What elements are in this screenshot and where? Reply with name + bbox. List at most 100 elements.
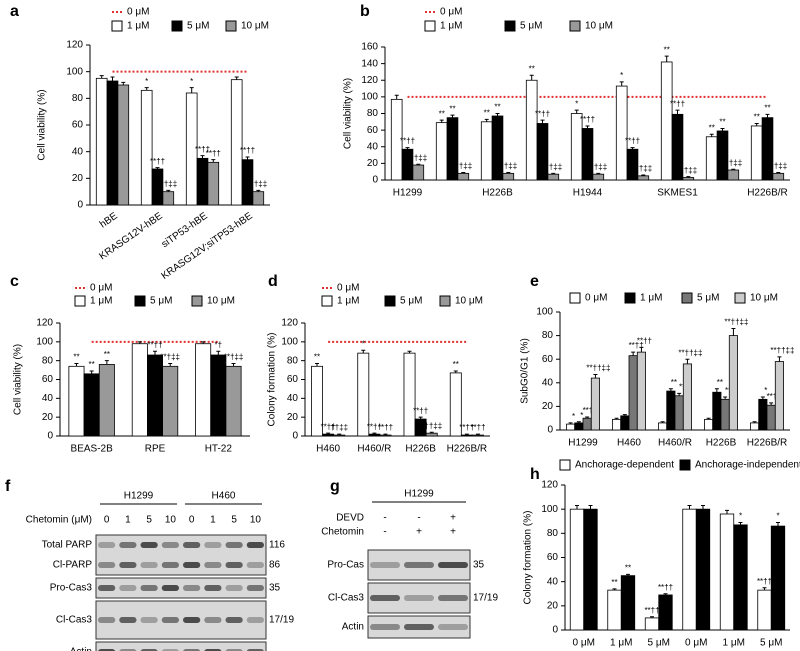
size-label: 35 <box>473 560 485 571</box>
y-tick-label: 60 <box>287 374 299 385</box>
error-bar <box>593 374 598 379</box>
error-bar <box>110 76 115 81</box>
legend-label: 1 μM <box>337 296 359 307</box>
x-tick-label: H226B/R <box>747 438 788 449</box>
x-tick-label: H226B/R <box>447 444 488 455</box>
significance-label: ** <box>625 564 631 573</box>
legend-swatch <box>225 20 237 32</box>
x-tick-label: 0 μM <box>685 638 707 649</box>
bar <box>728 335 738 431</box>
significance-label: **†† <box>321 422 336 431</box>
significance-label: *††‡‡ <box>421 421 442 430</box>
error-bar <box>326 432 331 435</box>
y-axis-label: Cell viability (%) <box>13 344 24 415</box>
significance-label: ** <box>439 109 445 118</box>
error-bar <box>596 172 601 175</box>
significance-label: * <box>739 512 742 521</box>
legend-swatch <box>321 295 333 307</box>
error-bar <box>686 176 691 178</box>
significance-label: ** <box>89 360 95 369</box>
band <box>119 562 137 568</box>
significance-label: * <box>620 71 623 80</box>
bar <box>772 172 785 181</box>
error-bar <box>418 416 423 420</box>
bar <box>333 434 346 437</box>
bar <box>131 343 148 437</box>
error-bar <box>585 416 590 419</box>
significance-label: ††‡‡ <box>159 179 177 188</box>
error-bar <box>361 349 366 354</box>
x-tick-label: H1944 <box>573 188 603 199</box>
significance-label: **†† <box>644 606 659 615</box>
error-bar <box>576 421 581 423</box>
y-tick-label: 40 <box>72 146 84 157</box>
band <box>370 595 400 601</box>
bar <box>412 164 425 181</box>
error-bar <box>189 87 194 93</box>
row-label: Actin <box>70 647 92 651</box>
significance-label: ** <box>725 386 731 395</box>
significance-label: ** <box>679 383 685 392</box>
row-label: Total PARP <box>42 540 93 551</box>
bar <box>472 434 484 437</box>
significance-label: **†† <box>378 423 393 432</box>
y-tick-label: 20 <box>542 401 554 412</box>
error-bar <box>337 433 342 436</box>
bar <box>379 434 392 437</box>
legend-label: 1 μM <box>640 293 662 304</box>
error-bar <box>234 76 239 80</box>
error-bar <box>677 392 682 396</box>
y-tick-label: 20 <box>287 412 299 423</box>
error-bar <box>675 109 680 115</box>
y-tick-label: 40 <box>287 393 299 404</box>
error-bar <box>622 414 627 416</box>
band <box>98 562 116 568</box>
bar <box>774 361 784 431</box>
legend-label: 0 μM <box>440 7 462 18</box>
x-tick-label: H1299 <box>393 188 423 199</box>
legend-swatch <box>134 295 146 307</box>
band <box>246 562 264 568</box>
bar <box>252 191 265 206</box>
bar <box>607 589 622 631</box>
blot-panel <box>95 641 267 651</box>
legend-swatch <box>569 292 581 304</box>
significance-label: ** <box>73 353 79 362</box>
significance-label: **††‡‡ <box>770 346 794 355</box>
bar <box>612 418 622 431</box>
error-bar <box>137 341 142 344</box>
band <box>183 562 201 568</box>
bar <box>95 77 108 206</box>
panel-label: a <box>10 3 19 20</box>
y-tick-label: 120 <box>36 318 53 329</box>
x-tick-label: H226B <box>482 188 513 199</box>
bar <box>712 391 722 431</box>
error-bar <box>765 113 770 118</box>
y-tick-label: 60 <box>547 552 559 563</box>
band <box>246 542 264 548</box>
y-axis-label: SubG0/G1 (%) <box>520 338 531 404</box>
lane-label: 0 <box>104 515 110 526</box>
bar <box>502 172 515 181</box>
error-bar <box>153 350 157 356</box>
x-tick-label: H1299 <box>568 438 598 449</box>
significance-label: ** <box>664 45 670 54</box>
row-label: Cl-PARP <box>53 560 93 571</box>
y-tick-label: 80 <box>42 355 54 366</box>
bar <box>682 177 695 181</box>
bar <box>615 85 628 181</box>
significance-label: ††‡‡ <box>634 164 652 173</box>
significance-label: **†† <box>240 146 255 155</box>
bar <box>322 433 335 437</box>
bar <box>705 136 718 181</box>
band <box>404 624 434 630</box>
significance-label: ** <box>754 113 760 122</box>
band <box>98 585 116 591</box>
band <box>204 585 222 591</box>
condition-label: DEVD <box>336 513 364 524</box>
bar <box>460 434 473 437</box>
error-bar <box>231 362 236 367</box>
bar <box>695 508 711 631</box>
significance-label: **††‡‡ <box>678 348 702 357</box>
error-bar <box>166 189 171 192</box>
